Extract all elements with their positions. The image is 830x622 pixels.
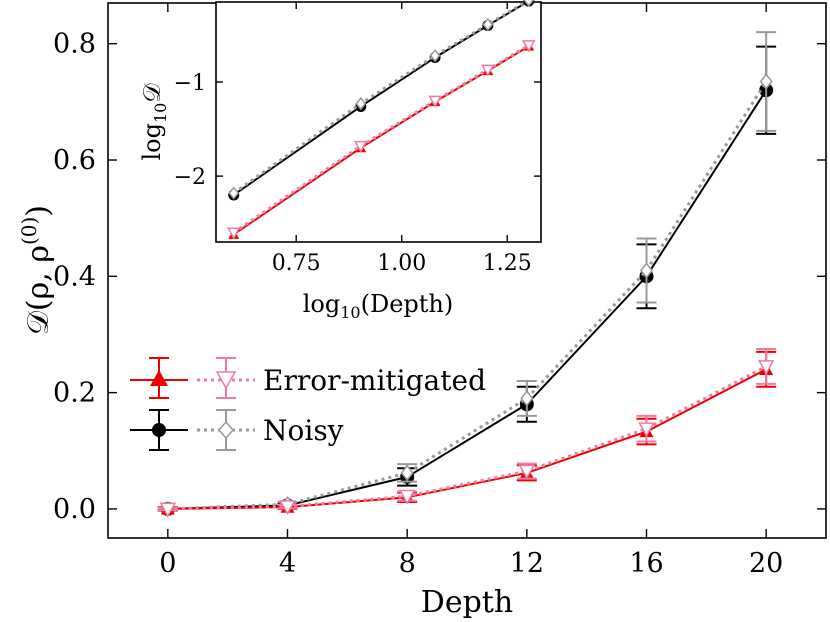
main-data-point xyxy=(279,500,296,516)
inset-background xyxy=(216,2,541,242)
main-data-point xyxy=(757,360,775,375)
inset-data-point xyxy=(429,48,441,63)
main-series-3 xyxy=(157,348,777,518)
inset-series-1 xyxy=(228,0,535,200)
main-y-axis-title: 𝒟(ρ, ρ(0)) xyxy=(17,205,56,335)
main-data-point xyxy=(398,489,416,505)
inset-series-3 xyxy=(226,40,536,240)
main-data-point xyxy=(400,464,414,482)
legend: Error-mitigated Noisy xyxy=(130,357,486,451)
main-x-axis-title: Depth xyxy=(421,585,513,620)
inset-data-point xyxy=(521,40,536,53)
inset-data-point xyxy=(353,140,368,154)
main-data-point xyxy=(638,422,655,438)
inset-y-tick-label: −2 xyxy=(174,165,206,190)
main-series-line xyxy=(167,365,767,511)
main-y-tick-label: 0.2 xyxy=(53,378,96,409)
main-y-tick-label: 0.8 xyxy=(53,29,96,60)
inset-data-point xyxy=(355,96,367,111)
inset-plot-frame xyxy=(215,1,542,243)
inset-data-point xyxy=(523,0,535,7)
inset-x-tick-label: 1.00 xyxy=(377,251,426,276)
inset-data-point xyxy=(226,227,241,240)
inset-y-tick-label: −1 xyxy=(174,71,206,96)
main-x-tick-label: 4 xyxy=(279,548,296,579)
main-x-tick-label: 8 xyxy=(399,548,416,579)
main-data-point xyxy=(518,464,536,480)
inset-x-tick-label: 1.25 xyxy=(483,251,532,276)
legend-noisy-solid-key xyxy=(130,409,188,451)
inset-series xyxy=(226,0,536,240)
inset-ticks: 0.75 1.00 1.25 −1 −2 xyxy=(174,2,541,276)
legend-noisy-dotted-key xyxy=(197,409,255,451)
main-data-point xyxy=(759,73,773,90)
legend-label-noisy: Noisy xyxy=(263,414,344,447)
inset-x-tick-label: 0.75 xyxy=(272,251,321,276)
main-x-tick-label: 12 xyxy=(510,548,544,579)
main-y-tick-label: 0.0 xyxy=(53,494,96,525)
main-series xyxy=(157,31,777,518)
main-x-tick-label: 16 xyxy=(629,548,663,579)
inset-data-point xyxy=(428,95,442,108)
main-x-tick-label: 0 xyxy=(159,548,176,579)
inset-data-point xyxy=(482,17,494,32)
main-data-point xyxy=(159,502,177,518)
main-data-point xyxy=(520,390,534,407)
inset-x-axis-title: log10(Depth) xyxy=(303,290,454,322)
inset-y-axis-title: log10𝒟 xyxy=(138,83,170,161)
main-y-tick-label: 0.4 xyxy=(53,261,96,292)
inset-data-point xyxy=(481,64,495,77)
inset-data-point xyxy=(228,186,240,200)
legend-label-error-mitigated: Error-mitigated xyxy=(263,364,486,397)
main-series-line xyxy=(167,80,768,511)
main-x-tick-label: 20 xyxy=(749,548,783,579)
main-y-tick-label: 0.6 xyxy=(53,145,96,176)
main-data-point xyxy=(639,262,654,279)
legend-error-mitigated-dotted-key xyxy=(197,357,255,399)
main-ticks: 0 4 8 12 16 20 0.0 0.2 0.4 0.6 0.8 xyxy=(53,3,826,579)
legend-error-mitigated-solid-key xyxy=(130,357,188,399)
